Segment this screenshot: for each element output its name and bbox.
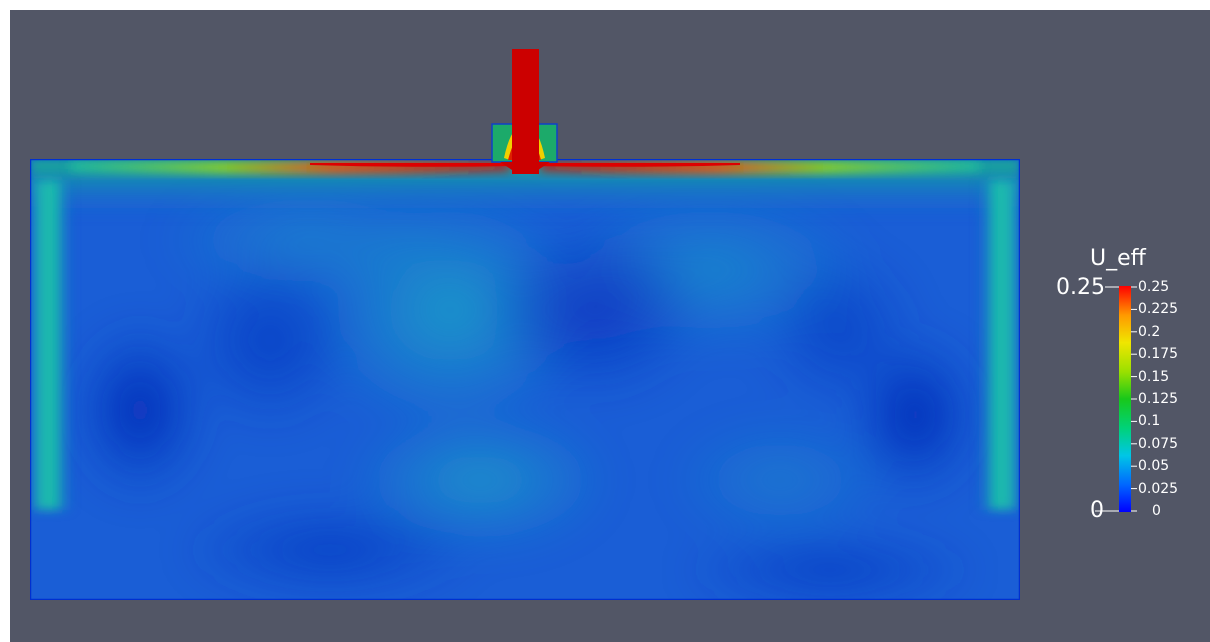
inlet-nozzle	[491, 49, 558, 174]
legend-max-label: 0.25	[1056, 275, 1105, 300]
legend-tick-label: 0.25	[1138, 279, 1170, 295]
legend-tick-label: 0.15	[1138, 368, 1170, 385]
legend-title: U_eff	[1090, 246, 1146, 271]
legend-tick-label: 0.225	[1138, 301, 1179, 318]
tank-domain	[30, 159, 1020, 600]
legend-tick-label: 0.025	[1138, 480, 1179, 497]
velocity-field-plot	[30, 49, 1137, 600]
legend-tick-label: 0.075	[1138, 435, 1179, 452]
legend-tick-label: 0.125	[1138, 391, 1179, 407]
color-legend	[1095, 286, 1137, 512]
legend-min-label: 0	[1090, 498, 1104, 523]
render-viewport[interactable]: U_eff 0.25 0 0.25 0.225 0.2 0.175 0.15 0.125 0…	[10, 10, 1210, 642]
legend-tick-label: 0.2	[1138, 323, 1161, 340]
legend-tick-label: 0.05	[1138, 458, 1170, 475]
legend-tick-label: 0	[1152, 503, 1161, 519]
legend-tick-label: 0.1	[1138, 413, 1161, 430]
legend-tick-label: 0.175	[1138, 346, 1179, 363]
